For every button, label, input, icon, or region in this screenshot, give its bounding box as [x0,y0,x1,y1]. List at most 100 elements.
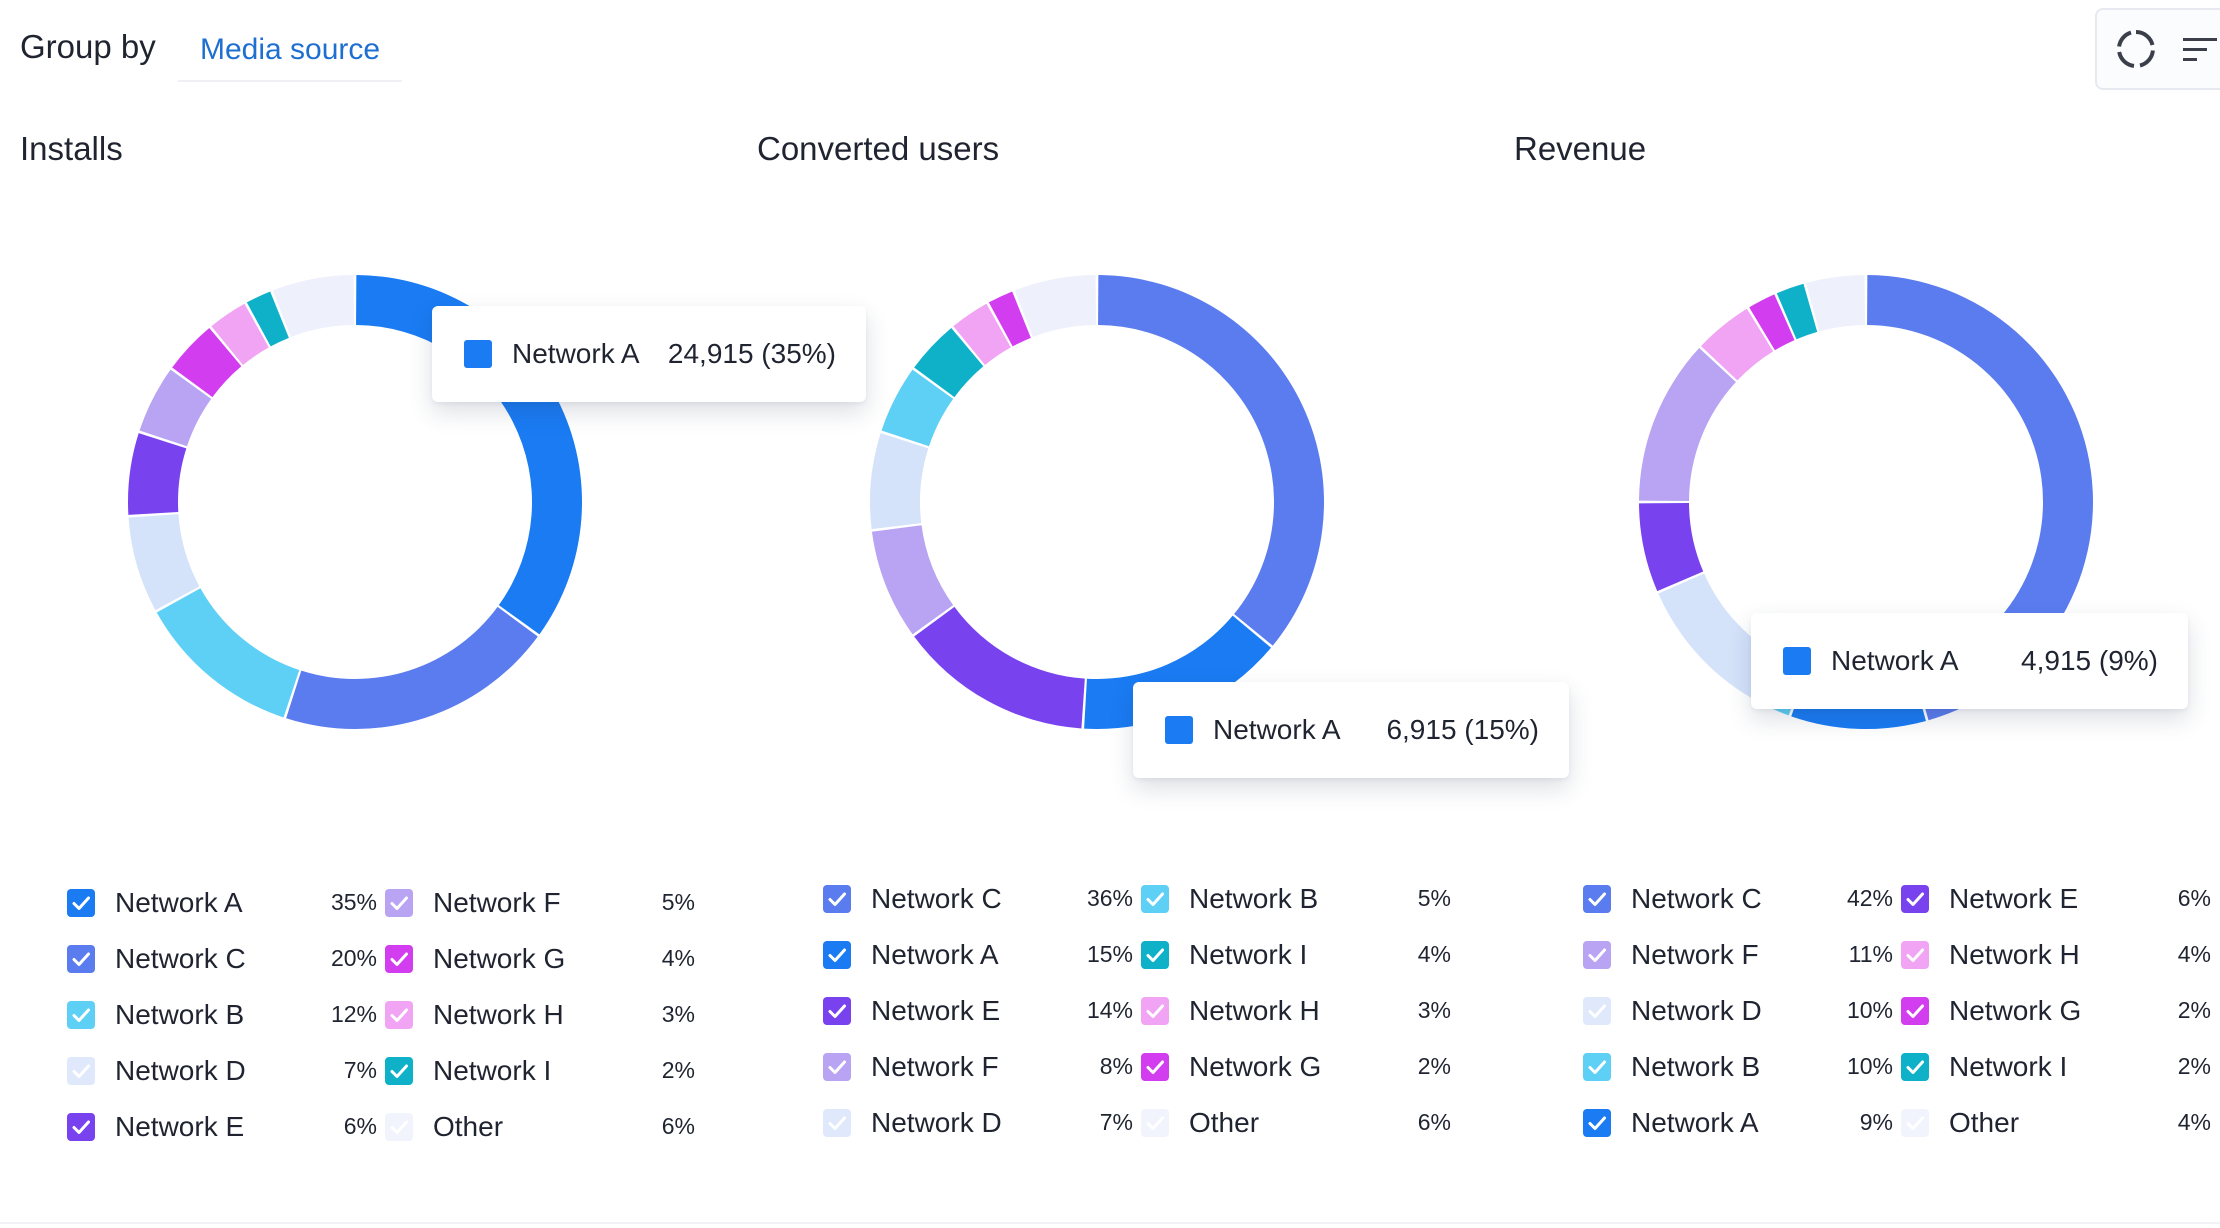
legend-checkbox[interactable] [1583,1109,1611,1137]
donut-slice-network-h[interactable] [1701,308,1774,381]
donut-slice-network-g[interactable] [988,291,1031,347]
legend-checkbox[interactable] [385,1113,413,1141]
legend-checkbox[interactable] [1901,997,1929,1025]
sort-lines-icon[interactable] [2177,26,2220,72]
legend-checkbox[interactable] [1141,941,1169,969]
donut-slice-network-f[interactable] [139,369,212,447]
legend-checkbox[interactable] [385,1001,413,1029]
legend-item-network-h[interactable]: Network H 4% [1901,935,2220,975]
legend-item-network-h[interactable]: Network H 3% [1141,991,1461,1031]
legend-item-network-e[interactable]: Network E 6% [67,1107,387,1147]
legend-label: Network A [871,939,999,970]
legend-checkbox[interactable] [67,1113,95,1141]
legend-item-network-a[interactable]: Network A 15% [823,935,1143,975]
legend-checkbox[interactable] [385,889,413,917]
donut-slice-other[interactable] [1806,275,1865,332]
donut-slice-network-i[interactable] [1776,283,1818,340]
donut-slice-network-g[interactable] [172,327,242,398]
checkmark-icon [390,896,408,910]
legend-label: Network G [1189,1051,1322,1082]
legend-item-network-f[interactable]: Network F 11% [1583,935,1903,975]
legend-item-network-d[interactable]: Network D 7% [67,1051,387,1091]
legend-checkbox[interactable] [1583,1053,1611,1081]
donut-slice-network-b[interactable] [881,369,954,447]
legend-item-other[interactable]: Other 4% [1901,1103,2220,1143]
donut-slice-network-i[interactable] [914,327,984,398]
donut-slice-network-a[interactable] [1084,615,1272,729]
legend-checkbox[interactable] [1583,997,1611,1025]
legend-item-network-e[interactable]: Network E 14% [823,991,1143,1031]
top-bar: Group by Media source [0,0,2220,110]
donut-slice-other[interactable] [272,275,354,338]
legend-item-network-i[interactable]: Network I 4% [1141,935,1461,975]
legend-checkbox[interactable] [385,1057,413,1085]
legend-checkbox[interactable] [1901,941,1929,969]
legend-checkbox[interactable] [1583,885,1611,913]
legend-item-network-h[interactable]: Network H 3% [385,995,705,1035]
legend-percent: 9% [1859,1109,1893,1135]
donut-chart-icon[interactable] [2113,26,2159,72]
legend-checkbox[interactable] [823,1053,851,1081]
legend-item-network-f[interactable]: Network F 5% [385,883,705,923]
legend-item-network-a[interactable]: Network A 9% [1583,1103,1903,1143]
legend-checkbox[interactable] [1141,885,1169,913]
legend-checkbox[interactable] [1901,885,1929,913]
legend-percent: 4% [661,945,695,971]
legend-item-network-b[interactable]: Network B 12% [67,995,387,1035]
legend-checkbox[interactable] [1141,1053,1169,1081]
legend-item-network-d[interactable]: Network D 10% [1583,991,1903,1031]
legend-item-other[interactable]: Other 6% [1141,1103,1461,1143]
legend-item-network-d[interactable]: Network D 7% [823,1103,1143,1143]
donut-slice-network-h[interactable] [953,303,1011,365]
legend-item-network-g[interactable]: Network G 2% [1901,991,2220,1031]
donut-slice-network-d[interactable] [128,514,200,611]
legend-item-network-b[interactable]: Network B 10% [1583,1047,1903,1087]
legend-checkbox[interactable] [67,1001,95,1029]
donut-slice-network-e[interactable] [914,606,1085,729]
legend-checkbox[interactable] [823,997,851,1025]
legend-item-network-c[interactable]: Network C 20% [67,939,387,979]
legend-checkbox[interactable] [823,941,851,969]
legend-checkbox[interactable] [1901,1109,1929,1137]
legend-checkbox[interactable] [1141,1109,1169,1137]
legend-checkbox[interactable] [823,885,851,913]
legend-item-network-e[interactable]: Network E 6% [1901,879,2220,919]
legend-percent: 6% [661,1113,695,1139]
legend-checkbox[interactable] [385,945,413,973]
donut-slice-network-f[interactable] [871,525,954,635]
donut-slice-network-c[interactable] [1867,275,2093,721]
donut-slice-network-e[interactable] [1639,503,1704,592]
donut-slice-network-b[interactable] [156,588,300,718]
legend-item-network-a[interactable]: Network A 35% [67,883,387,923]
legend-checkbox[interactable] [823,1109,851,1137]
donut-slice-network-e[interactable] [127,433,187,515]
legend-item-other[interactable]: Other 6% [385,1107,705,1147]
donut-slice-other[interactable] [1014,275,1096,338]
donut-slice-network-h[interactable] [211,303,269,365]
donut-slice-network-i[interactable] [246,291,289,347]
donut-slice-network-c[interactable] [1098,275,1324,646]
legend-checkbox[interactable] [1141,997,1169,1025]
legend-item-network-b[interactable]: Network B 5% [1141,879,1461,919]
checkmark-icon [72,1008,90,1022]
legend-checkbox[interactable] [1901,1053,1929,1081]
divider [0,1222,2220,1224]
checkmark-icon [390,1008,408,1022]
group-by-select[interactable]: Media source [178,20,403,82]
legend-item-network-i[interactable]: Network I 2% [385,1051,705,1091]
legend-checkbox[interactable] [67,889,95,917]
legend-checkbox[interactable] [1583,941,1611,969]
donut-slice-network-g[interactable] [1749,294,1795,351]
legend-item-network-g[interactable]: Network G 4% [385,939,705,979]
legend-item-network-g[interactable]: Network G 2% [1141,1047,1461,1087]
legend-item-network-c[interactable]: Network C 36% [823,879,1143,919]
donut-slice-network-d[interactable] [870,433,929,530]
legend-checkbox[interactable] [67,1057,95,1085]
donut-slice-network-f[interactable] [1639,348,1736,501]
legend-checkbox[interactable] [67,945,95,973]
legend-item-network-c[interactable]: Network C 42% [1583,879,1903,919]
checkmark-icon [72,1120,90,1134]
legend-item-network-i[interactable]: Network I 2% [1901,1047,2220,1087]
donut-slice-network-c[interactable] [286,606,538,729]
legend-item-network-f[interactable]: Network F 8% [823,1047,1143,1087]
